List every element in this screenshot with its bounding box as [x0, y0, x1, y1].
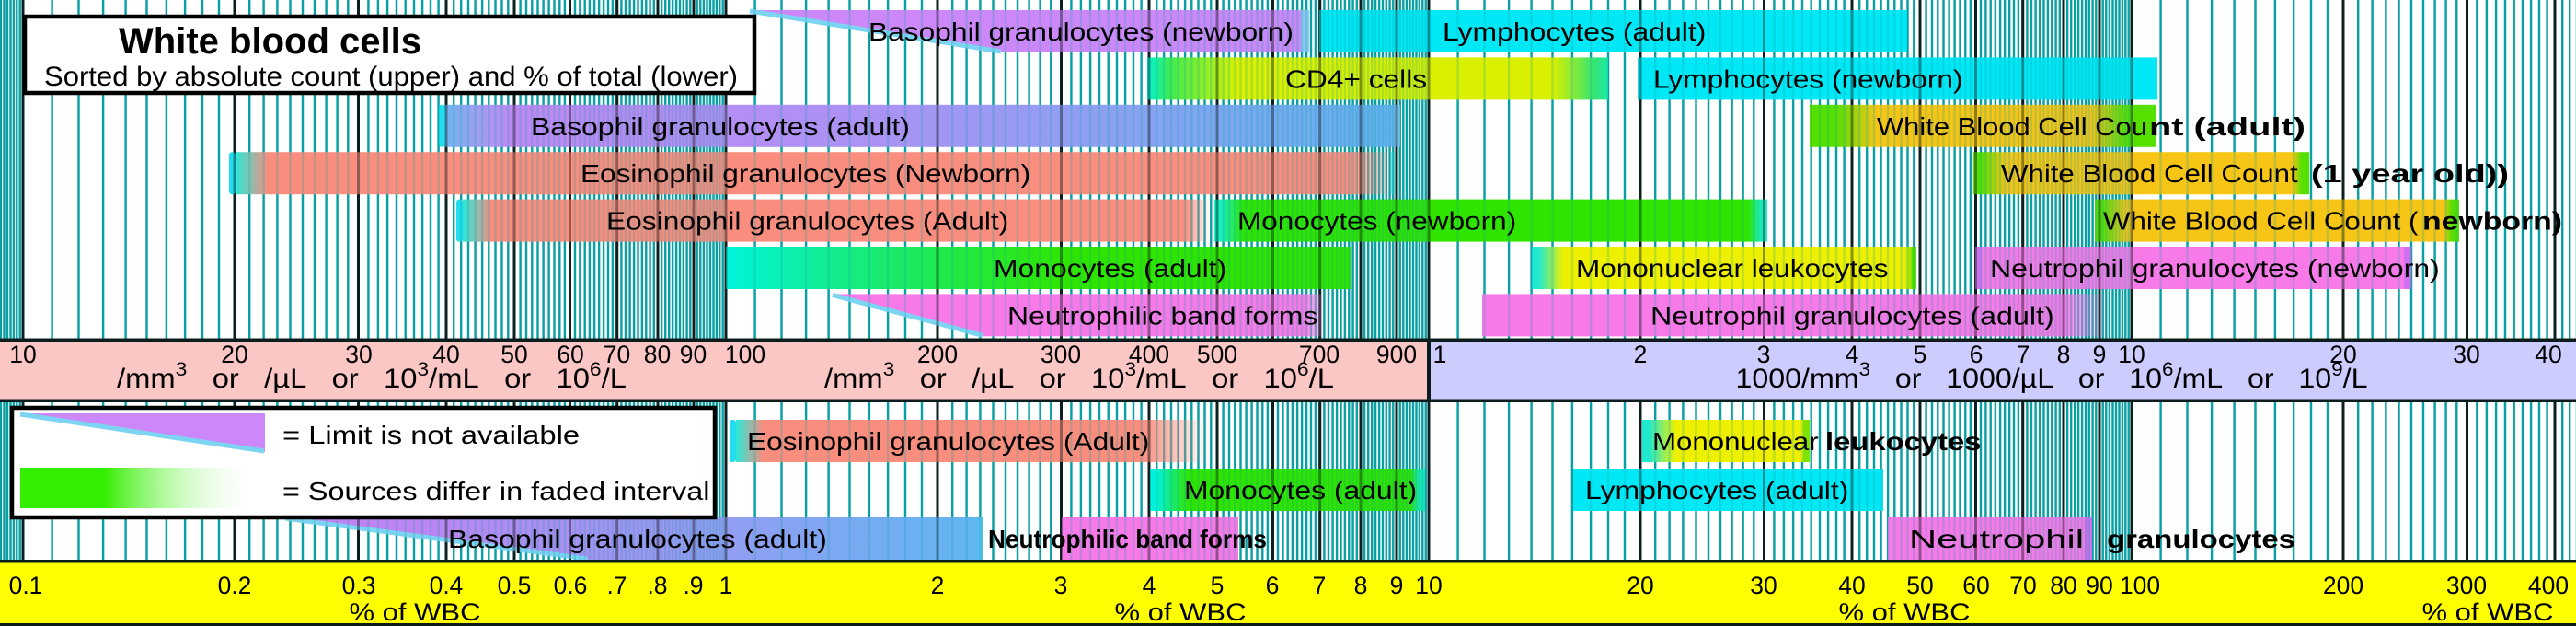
svg-text:300: 300 — [1041, 341, 1081, 368]
svg-text:50: 50 — [1906, 572, 1933, 599]
svg-text:.8: .8 — [647, 572, 667, 599]
svg-text:20: 20 — [1627, 572, 1653, 599]
svg-text:Sorted by absolute count (uppe: Sorted by absolute count (upper) and % o… — [44, 62, 738, 92]
svg-text:.7: .7 — [606, 572, 627, 599]
svg-text:Neutrophil granulocytes (newbo: Neutrophil granulocytes (newborn) — [1990, 254, 2440, 283]
svg-text:0.6: 0.6 — [554, 572, 588, 599]
svg-text:Basophil granulocytes (newborn: Basophil granulocytes (newborn) — [868, 17, 1294, 46]
svg-text:2: 2 — [1634, 341, 1648, 368]
svg-text:200: 200 — [917, 341, 958, 368]
svg-text:8: 8 — [1354, 572, 1368, 599]
svg-text:Mononuclear leukocytes: Mononuclear leukocytes — [1576, 254, 1889, 283]
svg-text:% of WBC: % of WBC — [350, 598, 481, 626]
svg-text:0.1: 0.1 — [9, 572, 43, 599]
svg-text:3: 3 — [1757, 341, 1771, 368]
svg-text:granulocytes: granulocytes — [2107, 525, 2295, 553]
svg-text:White Blood Cell Count: White Blood Cell Count — [2001, 159, 2298, 188]
svg-text:1: 1 — [1433, 341, 1447, 368]
svg-text:30: 30 — [345, 341, 372, 368]
svg-text:nt (adult): nt (adult) — [2149, 112, 2306, 141]
svg-text:500: 500 — [1197, 341, 1237, 368]
svg-text:90: 90 — [680, 341, 707, 368]
svg-text:Eosinophil granulocytes (Adult: Eosinophil granulocytes (Adult) — [747, 427, 1149, 456]
svg-text:100: 100 — [2120, 572, 2160, 599]
svg-text:80: 80 — [644, 341, 671, 368]
svg-text:6: 6 — [1970, 341, 1984, 368]
svg-text:3: 3 — [1054, 572, 1068, 599]
svg-text:/mm3 or /µL or 103/mL: /mm 3 or /µL or 10 3/mL or 10 6/L — [824, 359, 1334, 394]
svg-text:60: 60 — [1962, 572, 1989, 599]
svg-text:100: 100 — [725, 341, 765, 368]
svg-text:Neutrophilic band forms: Neutrophilic band forms — [1007, 301, 1317, 330]
svg-text:% of WBC: % of WBC — [1115, 598, 1247, 626]
svg-text:10: 10 — [9, 341, 36, 368]
svg-text:0.5: 0.5 — [498, 572, 532, 599]
svg-text:5: 5 — [1914, 341, 1927, 368]
svg-text:20: 20 — [221, 341, 247, 368]
svg-text:700: 700 — [1299, 341, 1340, 368]
svg-text:9: 9 — [2093, 341, 2107, 368]
svg-text:4: 4 — [1143, 572, 1156, 599]
svg-text:8: 8 — [2057, 341, 2071, 368]
svg-text:Basophil granulocytes (adult): Basophil granulocytes (adult) — [531, 112, 910, 141]
svg-text:0.4: 0.4 — [430, 572, 464, 599]
svg-text:900: 900 — [1376, 341, 1417, 368]
svg-text:7: 7 — [1313, 572, 1327, 599]
svg-text:Eosinophil granulocytes (Adult: Eosinophil granulocytes (Adult) — [606, 207, 1008, 236]
svg-text:White Blood Cell Cou: White Blood Cell Cou — [1877, 112, 2147, 141]
svg-text:CD4+ cells: CD4+ cells — [1285, 64, 1427, 93]
svg-text:40: 40 — [2535, 341, 2561, 368]
svg-text:5: 5 — [1211, 572, 1225, 599]
svg-text:30: 30 — [1750, 572, 1777, 599]
svg-text:newborn): newborn) — [2422, 207, 2562, 236]
svg-text:White Blood Cell Count (: White Blood Cell Count ( — [2103, 207, 2419, 236]
svg-text:40: 40 — [432, 341, 459, 368]
svg-text:.9: .9 — [683, 572, 703, 599]
svg-text:2: 2 — [931, 572, 945, 599]
svg-text:= Sources differ in faded inte: = Sources differ in faded interval — [282, 477, 709, 505]
svg-text:20: 20 — [2329, 341, 2356, 368]
svg-text:(1 year old)): (1 year old)) — [2311, 159, 2509, 188]
svg-text:Monocytes (adult): Monocytes (adult) — [1184, 476, 1417, 504]
svg-text:/mm3 or /µL or 103/mL: /mm 3 or /µL or 10 3/mL or 10 6/L — [117, 359, 627, 394]
svg-text:Neutrophil: Neutrophil — [1909, 525, 2084, 553]
svg-text:6: 6 — [1266, 572, 1280, 599]
svg-text:30: 30 — [2453, 341, 2479, 368]
svg-text:Basophil granulocytes (adult): Basophil granulocytes (adult) — [448, 525, 827, 553]
svg-text:0.3: 0.3 — [342, 572, 376, 599]
svg-text:0.2: 0.2 — [218, 572, 252, 599]
svg-text:% of WBC: % of WBC — [2422, 598, 2554, 626]
svg-text:10: 10 — [2118, 341, 2145, 368]
svg-text:Monocytes (newborn): Monocytes (newborn) — [1237, 207, 1516, 236]
svg-text:90: 90 — [2086, 572, 2112, 599]
svg-text:Lymphocytes (adult): Lymphocytes (adult) — [1443, 17, 1706, 46]
svg-text:1: 1 — [719, 572, 733, 599]
svg-text:leukocytes: leukocytes — [1825, 427, 1982, 456]
svg-text:Lymphocytes (adult): Lymphocytes (adult) — [1585, 476, 1848, 504]
svg-text:Eosinophil granulocytes (Newbo: Eosinophil granulocytes (Newborn) — [581, 159, 1030, 188]
svg-text:7: 7 — [2017, 341, 2030, 368]
svg-text:70: 70 — [2009, 572, 2036, 599]
svg-text:4: 4 — [1846, 341, 1859, 368]
svg-text:400: 400 — [1129, 341, 1169, 368]
svg-text:9: 9 — [1390, 572, 1404, 599]
svg-text:10: 10 — [1415, 572, 1442, 599]
svg-text:50: 50 — [500, 341, 527, 368]
svg-text:1000/mm3 or 1000/µL or: 1000/mm 3 or 1000/µL or 10 6/mL or 10 9/L — [1736, 359, 2368, 394]
svg-text:400: 400 — [2528, 572, 2569, 599]
svg-text:40: 40 — [1838, 572, 1865, 599]
svg-text:Neutrophil granulocytes (adult: Neutrophil granulocytes (adult) — [1650, 301, 2054, 330]
svg-text:70: 70 — [604, 341, 630, 368]
svg-text:80: 80 — [2050, 572, 2076, 599]
svg-text:Lymphocytes (newborn): Lymphocytes (newborn) — [1653, 64, 1963, 93]
svg-text:Monocytes (adult): Monocytes (adult) — [994, 254, 1226, 283]
svg-text:= Limit is not available: = Limit is not available — [282, 421, 580, 449]
svg-text:Mononuclear: Mononuclear — [1652, 427, 1819, 456]
svg-text:60: 60 — [557, 341, 583, 368]
svg-text:White blood cells: White blood cells — [119, 21, 421, 62]
svg-text:Neutrophilic band forms: Neutrophilic band forms — [988, 525, 1267, 553]
svg-text:300: 300 — [2446, 572, 2487, 599]
svg-text:% of WBC: % of WBC — [1839, 598, 1971, 626]
svg-text:200: 200 — [2323, 572, 2363, 599]
